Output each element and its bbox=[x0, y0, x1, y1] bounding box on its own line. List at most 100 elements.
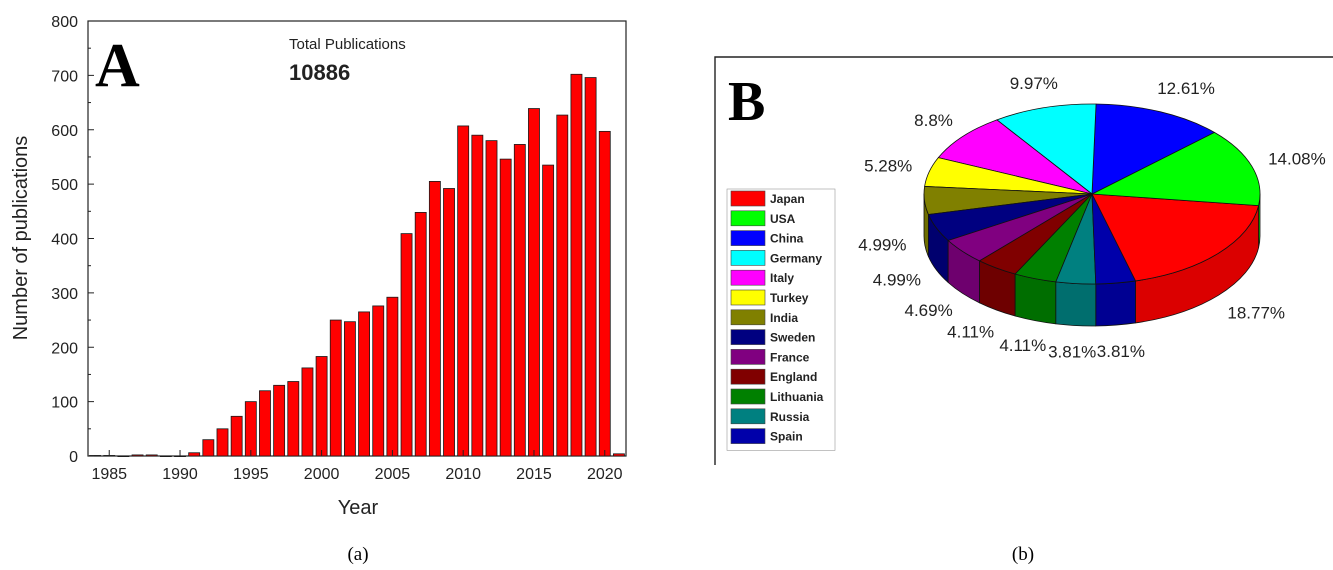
legend-swatch-india bbox=[730, 309, 766, 326]
y-tick-label: 600 bbox=[51, 123, 78, 140]
pie-side-lithuania bbox=[1014, 273, 1057, 325]
total-publications-value: 10886 bbox=[289, 60, 350, 85]
legend-label-germany: Germany bbox=[770, 251, 822, 265]
bar-1998 bbox=[287, 381, 300, 457]
legend-label-usa: USA bbox=[770, 212, 796, 226]
bar-1995 bbox=[244, 401, 257, 457]
bar-2002 bbox=[343, 321, 356, 457]
bar-2012 bbox=[485, 140, 498, 457]
y-axis-label: Number of publications bbox=[10, 136, 32, 341]
legend-label-england: England bbox=[770, 370, 817, 384]
bar-2021 bbox=[613, 453, 625, 457]
bar-1987 bbox=[131, 454, 144, 457]
bar-1986 bbox=[117, 455, 130, 458]
legend-swatch-france bbox=[730, 349, 766, 365]
pie-label-spain: 3.81% bbox=[1097, 342, 1145, 361]
bar-2004 bbox=[372, 305, 385, 457]
x-tick-label: 2015 bbox=[516, 466, 552, 483]
bar-2008 bbox=[428, 181, 441, 457]
legend-swatch-usa bbox=[730, 210, 766, 227]
pie-label-france: 4.69% bbox=[904, 301, 952, 320]
pie-label-england: 4.11% bbox=[947, 323, 994, 342]
x-axis-label: Year bbox=[338, 497, 379, 519]
legend-label-japan: Japan bbox=[770, 192, 805, 206]
x-tick-label: 1985 bbox=[91, 466, 127, 483]
legend-label-india: India bbox=[770, 311, 798, 325]
bar-1994 bbox=[230, 415, 243, 457]
pie-label-japan: 18.77% bbox=[1227, 303, 1285, 322]
legend-swatch-spain bbox=[730, 428, 766, 444]
legend-label-turkey: Turkey bbox=[770, 291, 809, 305]
bar-2006 bbox=[400, 233, 413, 457]
pie-slice-italy bbox=[937, 119, 1093, 195]
x-tick-label: 2005 bbox=[375, 466, 411, 483]
bar-2014 bbox=[513, 144, 526, 457]
y-tick-label: 700 bbox=[51, 68, 78, 85]
bar-2017 bbox=[556, 114, 569, 457]
bar-2011 bbox=[471, 134, 484, 457]
y-axis-ticks: 0 100 200 300 400 500 600 700 800 bbox=[51, 14, 94, 466]
bar-2003 bbox=[358, 311, 370, 457]
legend-swatch-germany bbox=[730, 250, 766, 266]
legend-label-lithuania: Lithuania bbox=[770, 390, 824, 404]
x-axis-ticks: 1985 1990 1995 2000 2005 2010 2015 2020 bbox=[91, 450, 623, 483]
pie-label-sweden: 4.99% bbox=[873, 271, 921, 290]
pie-label-lithuania: 4.11% bbox=[999, 336, 1046, 355]
legend-label-spain: Spain bbox=[770, 430, 803, 444]
x-tick-label: 2000 bbox=[304, 466, 340, 483]
legend-label-france: France bbox=[770, 350, 810, 364]
bar-2001 bbox=[329, 319, 342, 457]
panel-letter-a: A bbox=[95, 32, 140, 100]
bar-1989 bbox=[159, 455, 172, 458]
legend-swatch-china bbox=[730, 230, 766, 246]
x-tick-label: 1995 bbox=[233, 466, 269, 483]
bar-1988 bbox=[145, 454, 158, 457]
bar-2015 bbox=[528, 108, 540, 457]
bar-1992 bbox=[202, 439, 215, 457]
pie-slice-usa bbox=[1091, 131, 1261, 207]
pie-tops bbox=[923, 103, 1261, 285]
pie-chart-panel: B Japan USA China Germany Italy Turkey India Sw… bbox=[714, 56, 1333, 565]
pie-label-italy: 8.8% bbox=[914, 111, 953, 130]
bar-2009 bbox=[443, 188, 455, 457]
bar-2020 bbox=[598, 130, 611, 457]
pie-label-india: 4.99% bbox=[858, 235, 906, 254]
legend-label-sweden: Sweden bbox=[770, 331, 815, 345]
pie-slice-china bbox=[1091, 103, 1215, 195]
pie-percent-labels: 18.77% 14.08% 12.61% 9.97% 8.8% 5.28% 4.99% 4.9… bbox=[858, 74, 1325, 362]
legend-swatch-sweden bbox=[730, 329, 766, 345]
x-tick-label: 2010 bbox=[445, 466, 481, 483]
y-tick-label: 0 bbox=[69, 449, 78, 466]
legend-swatch-italy bbox=[730, 269, 766, 286]
y-tick-label: 100 bbox=[51, 395, 78, 412]
y-tick-label: 200 bbox=[51, 340, 78, 357]
y-tick-label: 300 bbox=[51, 286, 78, 303]
pie-panel-frame bbox=[714, 56, 1333, 465]
bar-2018 bbox=[570, 73, 583, 457]
bar-1990 bbox=[174, 455, 186, 458]
bar-2019 bbox=[584, 77, 597, 457]
pie-label-usa: 14.08% bbox=[1268, 149, 1326, 168]
legend-swatch-japan bbox=[730, 190, 766, 207]
pie-legend: Japan USA China Germany Italy Turkey India Swed… bbox=[726, 188, 836, 451]
pie-slice-spain bbox=[1091, 193, 1136, 285]
pie-side-russia bbox=[1055, 281, 1097, 327]
bar-1991 bbox=[188, 452, 201, 457]
y-tick-label: 500 bbox=[51, 177, 78, 194]
bar-1993 bbox=[216, 428, 229, 457]
legend-label-russia: Russia bbox=[770, 410, 810, 424]
bar-1997 bbox=[273, 384, 286, 457]
bar-2016 bbox=[542, 164, 555, 457]
legend-label-italy: Italy bbox=[770, 271, 794, 285]
legend-swatch-turkey bbox=[730, 289, 766, 306]
pie-label-russia: 3.81% bbox=[1048, 343, 1096, 362]
pie-label-china: 12.61% bbox=[1157, 79, 1215, 98]
pie-slice-germany bbox=[996, 103, 1097, 195]
legend-swatch-lithuania bbox=[730, 388, 766, 405]
legend-swatch-england bbox=[730, 368, 766, 385]
pie-label-turkey: 5.28% bbox=[864, 156, 912, 175]
pie-series bbox=[923, 103, 1261, 327]
bar-2000 bbox=[315, 356, 328, 457]
pie-side-spain bbox=[1095, 280, 1136, 327]
total-publications-label: Total Publications bbox=[289, 36, 406, 53]
